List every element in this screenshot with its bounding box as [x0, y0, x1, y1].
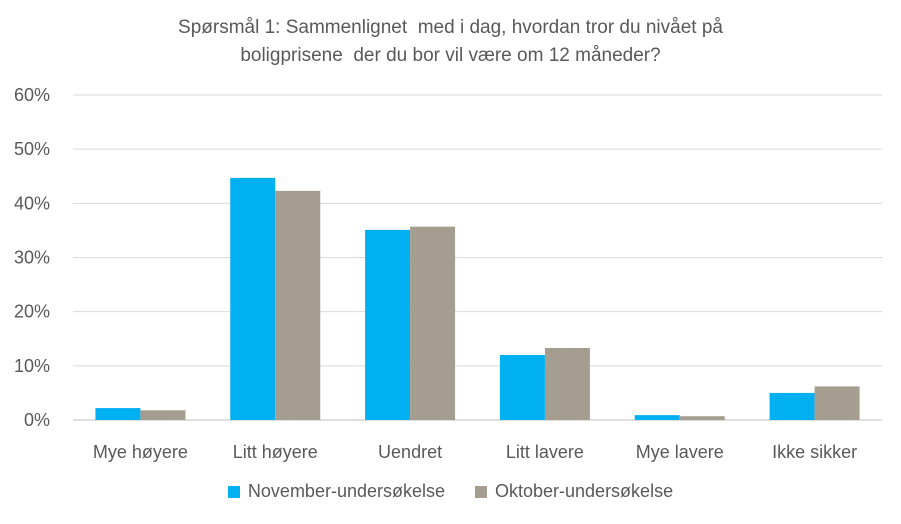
legend-label-november: November-undersøkelse	[247, 481, 445, 501]
bar-oktober	[140, 410, 186, 420]
bar-november	[499, 355, 545, 420]
legend-label-oktober: Oktober-undersøkelse	[495, 481, 674, 501]
bar-oktober	[544, 347, 590, 420]
y-tick-label: 60%	[14, 85, 50, 105]
x-tick-label: Litt lavere	[506, 442, 584, 462]
legend-swatch-november	[227, 485, 240, 498]
x-tick-label: Mye høyere	[93, 442, 188, 462]
bar-november	[95, 408, 141, 420]
bar-oktober	[679, 416, 725, 420]
bar-oktober	[410, 226, 456, 420]
chart-title-line-2: boligprisene der du bor vil være om 12 m…	[240, 45, 661, 66]
bar-oktober	[814, 386, 860, 420]
x-tick-label: Litt høyere	[233, 442, 318, 462]
chart-title: Spørsmål 1: Sammenlignet med i dag, hvor…	[0, 14, 901, 70]
y-tick-label: 40%	[14, 193, 50, 213]
x-tick-label: Ikke sikker	[772, 442, 857, 462]
bar-oktober	[275, 190, 321, 420]
y-tick-label: 0%	[24, 410, 50, 430]
x-tick-label: Mye lavere	[636, 442, 724, 462]
bar-november	[230, 177, 276, 420]
bar-november	[769, 392, 815, 420]
legend-item-november: November-undersøkelse	[227, 481, 445, 502]
y-tick-label: 30%	[14, 248, 50, 268]
y-tick-label: 20%	[14, 302, 50, 322]
x-tick-label: Uendret	[378, 442, 442, 462]
bar-november	[634, 415, 680, 420]
bar-november	[365, 229, 411, 420]
y-tick-label: 50%	[14, 139, 50, 159]
chart-title-line-1: Spørsmål 1: Sammenlignet med i dag, hvor…	[178, 17, 723, 38]
y-tick-label: 10%	[14, 356, 50, 376]
legend: November-undersøkelse Oktober-undersøkel…	[0, 481, 901, 502]
legend-swatch-oktober	[475, 485, 487, 498]
legend-item-oktober: Oktober-undersøkelse	[475, 481, 673, 502]
